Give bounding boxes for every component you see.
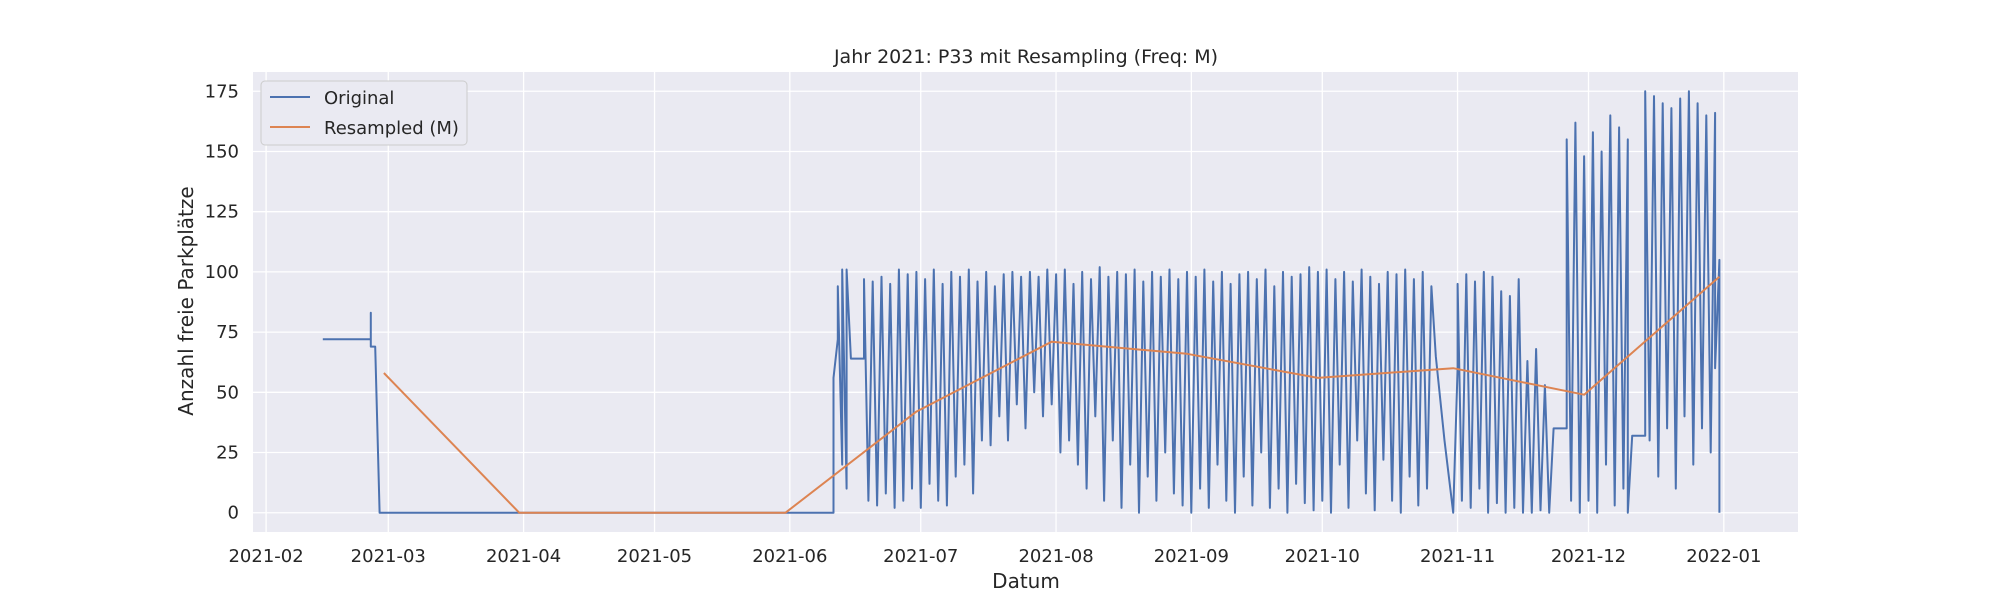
x-tick-label: 2021-03	[351, 546, 426, 567]
y-tick-label: 25	[216, 443, 239, 464]
x-tick-label: 2021-08	[1018, 546, 1093, 567]
x-tick-label: 2021-04	[486, 546, 561, 567]
x-tick-label: 2021-02	[228, 546, 303, 567]
x-tick-label: 2021-07	[883, 546, 958, 567]
series-group	[322, 90, 1721, 514]
series-line-resampled	[383, 275, 1721, 514]
legend: Original Resampled (M)	[260, 80, 468, 146]
x-tick-label: 2021-10	[1285, 546, 1360, 567]
y-axis-label: Anzahl freie Parkplätze	[174, 186, 198, 415]
x-tick-label: 2021-12	[1551, 546, 1626, 567]
x-tick-labels: 2021-02 2021-03 2021-04 2021-05 2021-06 2021-…	[228, 546, 1761, 567]
y-tick-label: 0	[228, 503, 239, 524]
x-axis-label: Datum	[992, 569, 1060, 593]
x-tick-label: 2021-06	[752, 546, 827, 567]
legend-label-resampled: Resampled (M)	[324, 118, 459, 139]
x-tick-label: 2021-09	[1154, 546, 1229, 567]
y-tick-label: 50	[216, 382, 239, 403]
y-tick-label: 175	[205, 81, 239, 102]
y-tick-labels: 0 25 50 75 100 125 150 175	[205, 81, 239, 523]
x-tick-label: 2022-01	[1686, 546, 1761, 567]
chart-title: Jahr 2021: P33 mit Resampling (Freq: M)	[833, 46, 1218, 68]
legend-box	[260, 80, 468, 146]
y-tick-label: 125	[205, 202, 239, 223]
legend-label-original: Original	[324, 88, 394, 109]
plot-area	[253, 72, 1798, 532]
series-line-original	[322, 90, 1721, 514]
x-tick-label: 2021-05	[617, 546, 692, 567]
y-tick-label: 75	[216, 322, 239, 343]
x-tick-label: 2021-11	[1420, 546, 1495, 567]
y-tick-label: 100	[205, 262, 239, 283]
y-tick-label: 150	[205, 141, 239, 162]
